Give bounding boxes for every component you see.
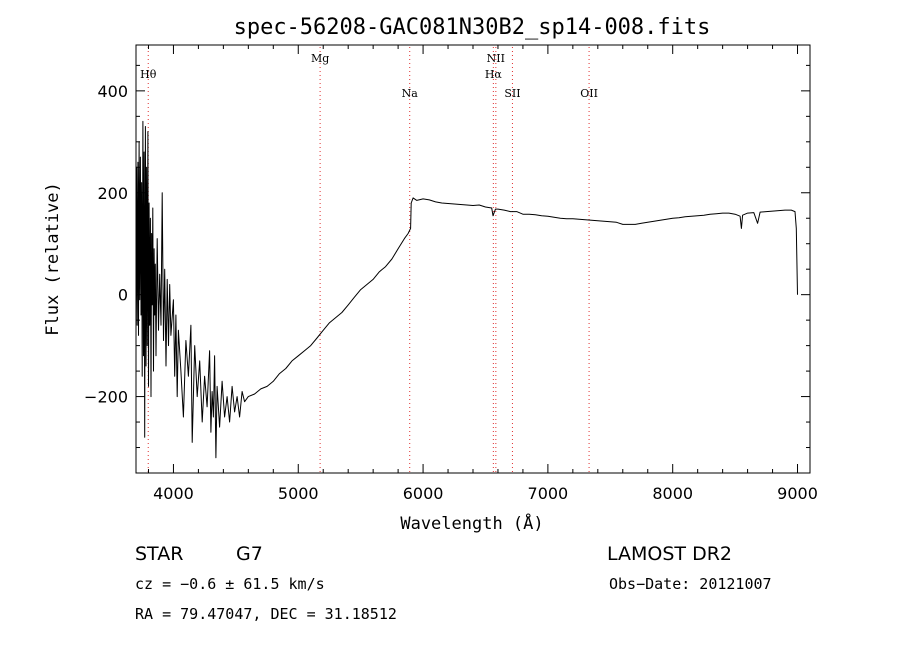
x-tick-label-3: 7000: [528, 484, 569, 503]
object-class: STAR: [135, 543, 183, 565]
observation-date: Obs−Date: 20121007: [609, 575, 772, 593]
survey-name: LAMOST DR2: [607, 543, 732, 565]
plot-frame: [135, 44, 811, 474]
y-tick-label-0: −200: [84, 388, 128, 407]
x-tick-label-5: 9000: [777, 484, 818, 503]
line-label-4: Hα: [485, 68, 503, 81]
x-tick-label-4: 8000: [652, 484, 693, 503]
x-axis-label: Wavelength (Å): [400, 512, 543, 534]
sky-coordinates: RA = 79.47047, DEC = 31.18512: [135, 605, 397, 623]
chart-title: spec-56208-GAC081N30B2_sp14-008.fits: [234, 15, 711, 40]
y-tick-label-3: 400: [97, 82, 128, 101]
line-label-5: SII: [504, 87, 520, 100]
axis-ticks: 4000 5000 6000 7000 8000 9000 −200 0 200 400: [84, 45, 818, 503]
y-tick-label-1: 0: [118, 286, 128, 305]
line-label-0: Hθ: [140, 68, 157, 81]
line-label-1: Mg: [311, 52, 329, 65]
x-tick-label-0: 4000: [153, 484, 194, 503]
x-tick-label-1: 5000: [278, 484, 319, 503]
y-axis-label: Flux (relative): [43, 182, 63, 336]
spectrum-series: [135, 120, 798, 459]
x-tick-label-2: 6000: [403, 484, 444, 503]
line-label-3: NII: [487, 52, 505, 65]
y-tick-label-2: 200: [97, 184, 128, 203]
line-label-2: Na: [402, 87, 419, 100]
line-label-6: OII: [580, 87, 598, 100]
spectrum-line-0: [135, 120, 798, 459]
redshift-velocity: cz = −0.6 ± 61.5 km/s: [135, 575, 325, 593]
object-subclass: G7: [236, 543, 263, 565]
